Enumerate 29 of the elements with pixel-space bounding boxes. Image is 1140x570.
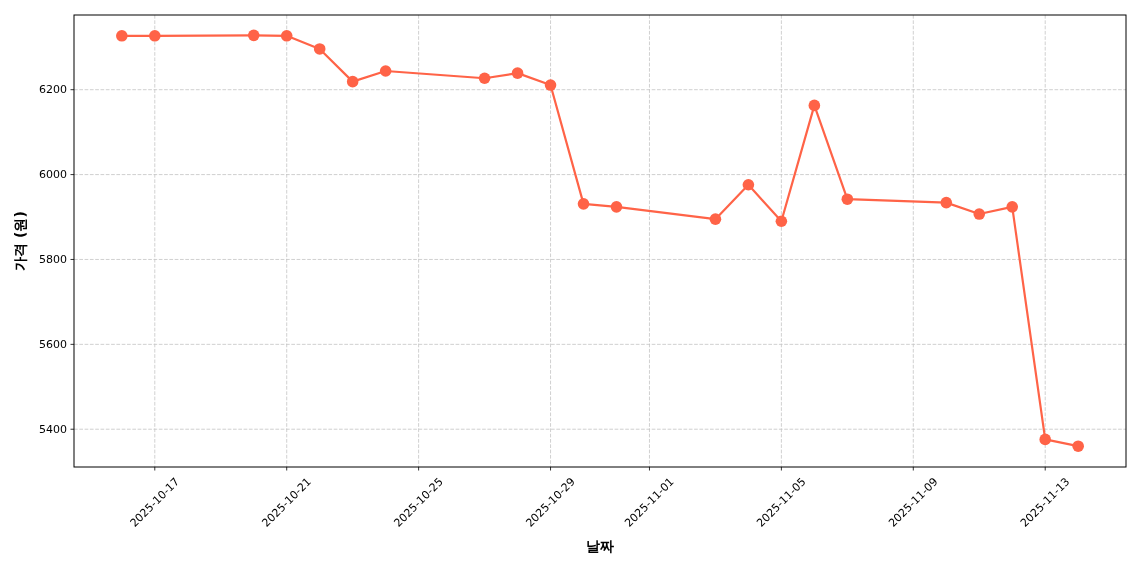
y-axis-title: 가격 (원) [12, 211, 28, 271]
y-tick-label: 5400 [39, 422, 67, 436]
point [1039, 433, 1051, 446]
point [116, 30, 128, 42]
point [544, 79, 557, 91]
point [577, 198, 590, 210]
point [247, 29, 260, 42]
point [313, 43, 326, 55]
y-tick-label: 5800 [39, 252, 67, 266]
point [1006, 201, 1019, 213]
point [478, 72, 491, 85]
point [610, 201, 623, 213]
point [808, 99, 821, 112]
y-tick-label: 6000 [39, 168, 67, 182]
point [973, 208, 986, 220]
point [511, 67, 524, 79]
y-tick-label: 6200 [39, 83, 67, 97]
x-axis-title: 날짜 [586, 538, 614, 554]
point [379, 65, 392, 77]
point [841, 193, 854, 205]
point [1072, 440, 1084, 452]
point [346, 75, 359, 88]
point [940, 196, 953, 209]
point [709, 213, 722, 225]
point [149, 30, 161, 42]
y-tick-label: 5600 [39, 337, 67, 351]
point [742, 178, 755, 191]
point [280, 30, 293, 42]
point [775, 215, 788, 228]
